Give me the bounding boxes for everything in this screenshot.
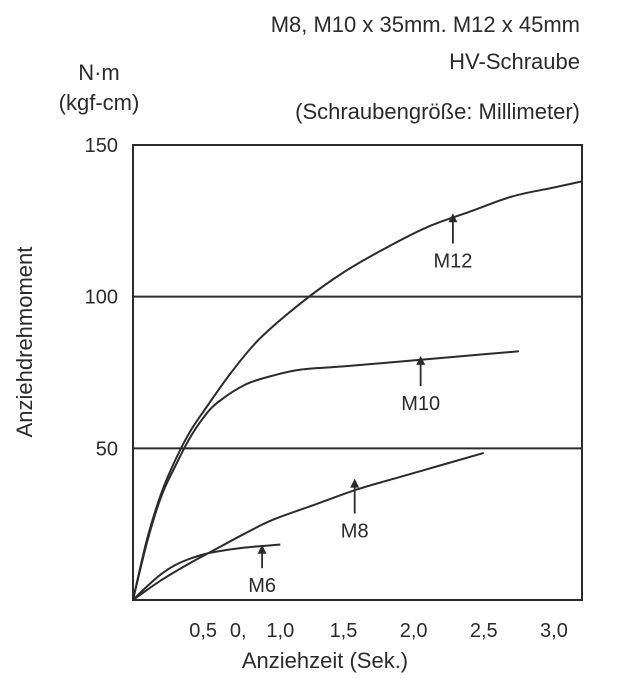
arrow-head-m6	[257, 544, 267, 554]
curve-label-m10: M10	[401, 393, 440, 415]
chart-title-line-1: M8, M10 x 35mm. M12 x 45mm	[271, 12, 580, 37]
x-tick-label-5: 2,5	[470, 620, 498, 642]
gridlines	[133, 295, 582, 450]
y-axis-title: Anziehdrehmoment	[12, 247, 37, 438]
x-tick-labels: 0,5 0, 1,0 1,5 2,0 2,5 3,0	[189, 620, 568, 642]
y-tick-label-50: 50	[96, 438, 118, 460]
curve-label-m8: M8	[341, 521, 369, 543]
series-line-m6	[132, 543, 281, 601]
arrow-head-m12	[448, 213, 458, 223]
x-tick-label-1: 0,	[230, 620, 247, 642]
y-tick-label-100: 100	[85, 287, 118, 309]
x-tick-label-6: 3,0	[540, 620, 568, 642]
arrow-head-m10	[416, 355, 426, 365]
arrow-head-m8	[350, 478, 360, 488]
y-tick-label-150: 150	[85, 135, 118, 157]
series-line-m10	[132, 350, 519, 601]
series-lines	[132, 180, 583, 601]
x-tick-label-2: 1,0	[266, 620, 294, 642]
chart-title-line-2: HV-Schraube	[449, 49, 580, 74]
x-axis-title: Anziehzeit (Sek.)	[242, 648, 408, 673]
x-tick-label-3: 1,5	[330, 620, 358, 642]
y-tick-labels: 50 100 150	[85, 135, 118, 460]
series-line-m8	[132, 451, 485, 601]
unit-label-line-2: (kgf-cm)	[59, 90, 140, 115]
curve-annotations: M12 M10 M8 M6	[248, 213, 472, 597]
chart-title-line-3: (Schraubengröße: Millimeter)	[295, 99, 580, 124]
plot-frame	[132, 144, 583, 601]
x-tick-label-4: 2,0	[400, 620, 428, 642]
curve-label-m12: M12	[433, 251, 472, 273]
x-tick-label-0: 0,5	[189, 620, 217, 642]
curve-label-m6: M6	[248, 575, 276, 597]
series-line-m12	[132, 180, 583, 601]
unit-label-line-1: N·m	[78, 60, 120, 85]
